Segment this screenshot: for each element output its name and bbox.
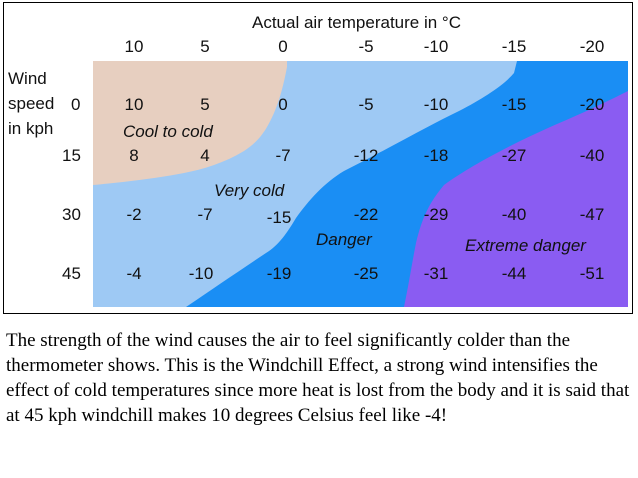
zone-cool-to-cold bbox=[93, 61, 287, 185]
row-header-line: Wind bbox=[8, 69, 47, 88]
column-header: 10 bbox=[124, 37, 144, 56]
table-cell: -5 bbox=[358, 95, 374, 114]
column-header: -10 bbox=[423, 37, 449, 56]
table-cell: -2 bbox=[126, 205, 142, 224]
chart-title: Actual air temperature in °C bbox=[252, 13, 461, 32]
table-cell: 4 bbox=[200, 146, 210, 165]
row-header-line: speed bbox=[8, 94, 55, 113]
zone-background bbox=[93, 61, 628, 307]
row-label: 15 bbox=[62, 146, 81, 165]
table-cell: -12 bbox=[353, 146, 379, 165]
table-cell: -20 bbox=[579, 95, 605, 114]
row-header-line: in kph bbox=[8, 119, 54, 138]
table-cell: 5 bbox=[200, 95, 210, 114]
table-cell: -10 bbox=[423, 95, 449, 114]
table-cell: -15 bbox=[501, 95, 527, 114]
row-label: 45 bbox=[62, 264, 81, 283]
table-cell: 8 bbox=[129, 146, 139, 165]
table-cell: -7 bbox=[197, 205, 213, 224]
column-header: 0 bbox=[278, 37, 288, 56]
table-cell: -44 bbox=[501, 264, 527, 283]
table-cell: 0 bbox=[278, 95, 288, 114]
table-cell: -25 bbox=[353, 264, 379, 283]
column-header: 5 bbox=[200, 37, 210, 56]
table-cell: -10 bbox=[188, 264, 214, 283]
column-header: -5 bbox=[358, 37, 374, 56]
zone-label-danger: Danger bbox=[316, 230, 372, 249]
table-cell: 10 bbox=[124, 95, 144, 114]
zone-label-extreme-danger: Extreme danger bbox=[465, 236, 586, 255]
column-header: -15 bbox=[501, 37, 527, 56]
zone-label-very-cold: Very cold bbox=[214, 181, 285, 200]
table-cell: -4 bbox=[126, 264, 142, 283]
zone-label-cool-to-cold: Cool to cold bbox=[123, 122, 213, 141]
table-cell: -40 bbox=[501, 205, 527, 224]
table-cell: -31 bbox=[423, 264, 449, 283]
table-cell: -27 bbox=[501, 146, 527, 165]
column-header: -20 bbox=[579, 37, 605, 56]
table-cell: -15 bbox=[266, 208, 292, 227]
table-cell: -7 bbox=[275, 146, 291, 165]
windchill-chart: Actual air temperature in °C 10 5 0 -5 -… bbox=[3, 2, 633, 314]
caption-text: The strength of the wind causes the air … bbox=[6, 330, 630, 426]
table-cell: -51 bbox=[579, 264, 605, 283]
zone-extreme-danger bbox=[404, 91, 628, 307]
table-cell: -29 bbox=[423, 205, 449, 224]
row-label: 0 bbox=[71, 95, 81, 114]
row-label: 30 bbox=[62, 205, 81, 224]
table-cell: -40 bbox=[579, 146, 605, 165]
table-cell: -18 bbox=[423, 146, 449, 165]
table-cell: -47 bbox=[579, 205, 605, 224]
table-cell: -22 bbox=[353, 205, 379, 224]
table-cell: -19 bbox=[266, 264, 292, 283]
